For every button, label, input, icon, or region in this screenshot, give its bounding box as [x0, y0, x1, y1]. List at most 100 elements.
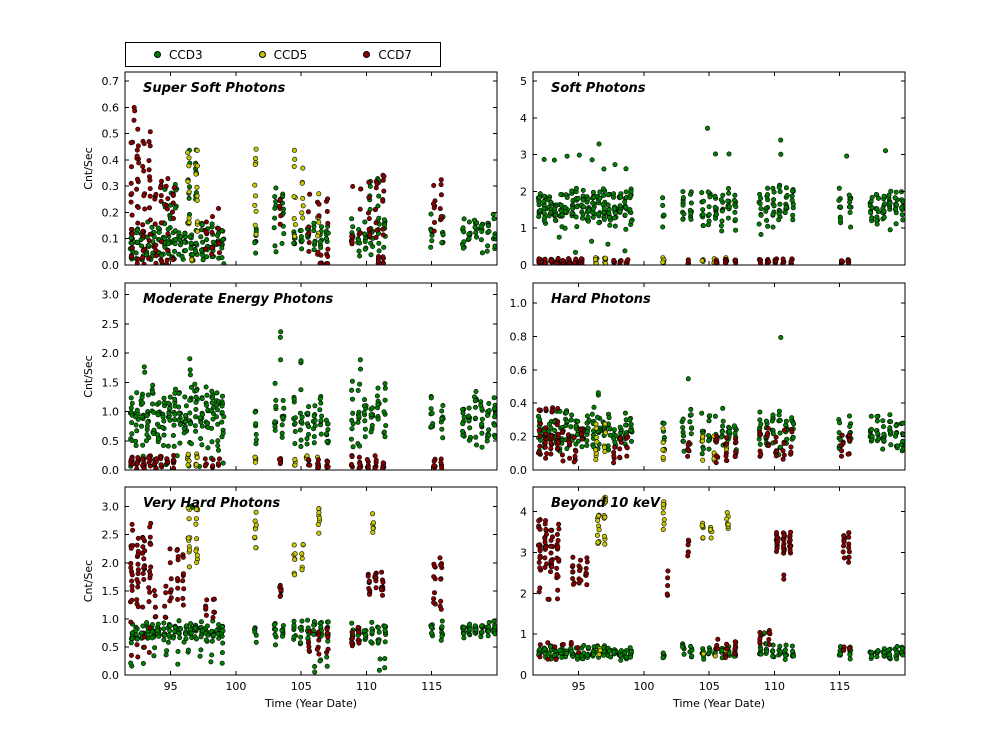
data-point — [166, 410, 172, 416]
data-point — [252, 182, 258, 188]
data-point — [155, 412, 161, 418]
y-tick-label: 1.5 — [102, 585, 120, 598]
data-point — [317, 407, 323, 413]
data-point — [183, 248, 189, 254]
data-point — [194, 193, 200, 199]
data-point — [873, 192, 879, 198]
data-point — [186, 189, 192, 195]
data-point — [305, 617, 311, 623]
data-point — [146, 649, 152, 655]
data-point — [685, 549, 691, 555]
data-point — [140, 544, 146, 550]
data-point — [789, 643, 795, 649]
data-point — [368, 240, 374, 246]
data-point — [382, 434, 388, 440]
data-point — [325, 246, 331, 252]
data-point — [700, 434, 706, 440]
data-point — [361, 628, 367, 634]
data-point — [180, 554, 186, 560]
legend: CCD3 CCD5 CCD7 — [125, 42, 441, 67]
data-point — [187, 367, 193, 373]
data-point — [185, 535, 191, 541]
data-point — [724, 516, 730, 522]
data-point — [680, 438, 686, 444]
data-point — [165, 247, 171, 253]
series-ccd3-points — [128, 503, 497, 675]
data-point — [778, 334, 784, 340]
data-point — [554, 446, 560, 452]
data-point — [789, 193, 795, 199]
data-point — [194, 219, 200, 225]
data-point — [573, 214, 579, 220]
data-point — [128, 652, 134, 658]
data-point — [486, 228, 492, 234]
data-point — [847, 210, 853, 216]
data-point — [660, 454, 666, 460]
data-point — [323, 431, 329, 437]
data-point — [291, 194, 297, 200]
data-point — [562, 225, 568, 231]
y-tick-label: 2 — [520, 185, 527, 198]
data-point — [381, 188, 387, 194]
data-point — [317, 260, 323, 265]
data-point — [563, 409, 569, 415]
data-point — [299, 180, 305, 186]
data-point — [362, 434, 368, 440]
data-point — [311, 413, 317, 419]
data-point — [554, 596, 560, 602]
y-tick-label: 1.5 — [102, 376, 120, 389]
data-point — [159, 252, 165, 258]
data-point — [590, 189, 596, 195]
data-point — [437, 206, 443, 212]
data-point — [171, 422, 177, 428]
data-point — [185, 462, 191, 468]
data-point — [146, 255, 152, 261]
data-point — [838, 453, 844, 459]
data-point — [719, 429, 725, 435]
data-point — [373, 220, 379, 226]
data-point — [660, 447, 666, 453]
data-point — [887, 200, 893, 206]
data-point — [134, 260, 140, 265]
data-point — [789, 415, 795, 421]
data-point — [554, 572, 560, 578]
data-point — [253, 509, 259, 515]
data-point — [544, 561, 550, 567]
data-point — [617, 261, 623, 265]
axes-frame — [124, 282, 498, 471]
data-point — [478, 223, 484, 229]
data-point — [573, 185, 579, 191]
data-point — [707, 194, 713, 200]
data-point — [471, 217, 477, 223]
y-tick-label: 3.0 — [102, 501, 120, 514]
data-point — [156, 633, 162, 639]
series-ccd7-points — [128, 105, 445, 265]
data-point — [349, 396, 355, 402]
data-point — [466, 418, 472, 424]
data-point — [175, 585, 181, 591]
data-point — [203, 605, 209, 611]
data-point — [781, 427, 787, 433]
data-point — [185, 150, 191, 156]
data-point — [129, 583, 135, 589]
data-point — [714, 437, 720, 443]
data-point — [315, 457, 321, 463]
data-point — [135, 205, 141, 211]
data-point — [161, 442, 167, 448]
data-point — [894, 643, 900, 649]
data-point — [725, 521, 731, 527]
data-point — [299, 210, 305, 216]
x-tick-label: 95 — [164, 680, 178, 693]
data-point — [601, 166, 607, 172]
data-point — [585, 196, 591, 202]
data-point — [368, 252, 374, 258]
data-point — [777, 201, 783, 207]
data-point — [580, 187, 586, 193]
data-point — [155, 225, 161, 231]
data-point — [570, 206, 576, 212]
data-point — [200, 239, 206, 245]
data-point — [764, 192, 770, 198]
data-point — [536, 518, 542, 524]
data-point — [311, 631, 317, 637]
data-point — [627, 417, 633, 423]
